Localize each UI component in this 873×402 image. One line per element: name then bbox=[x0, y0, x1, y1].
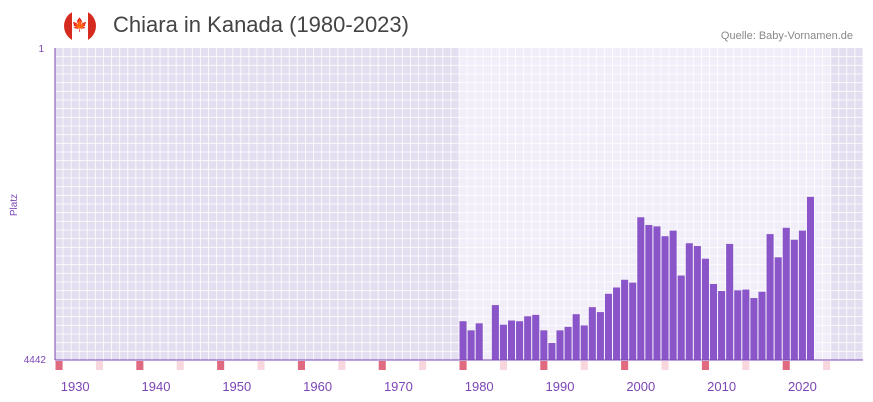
x-tick-label: 1930 bbox=[61, 379, 90, 394]
bar-2018[interactable] bbox=[782, 227, 790, 360]
bar-1994[interactable] bbox=[588, 307, 596, 360]
x-tick-label: 1990 bbox=[546, 379, 575, 394]
bar-2001[interactable] bbox=[645, 224, 653, 360]
half-decade-marker bbox=[661, 361, 669, 370]
bar-2020[interactable] bbox=[798, 230, 806, 360]
bar-1982[interactable] bbox=[491, 305, 499, 360]
bar-2002[interactable] bbox=[653, 226, 661, 360]
bar-1992[interactable] bbox=[572, 314, 580, 360]
bar-2008[interactable] bbox=[701, 258, 709, 360]
half-decade-marker bbox=[499, 361, 507, 370]
half-decade-marker bbox=[338, 361, 346, 370]
y-tick-label-bottom: 4442 bbox=[24, 355, 47, 366]
decade-marker bbox=[540, 361, 548, 370]
bar-1993[interactable] bbox=[580, 325, 588, 360]
bar-2005[interactable] bbox=[677, 275, 685, 360]
bar-1983[interactable] bbox=[499, 324, 507, 360]
decade-marker bbox=[136, 361, 144, 370]
x-tick-label: 2020 bbox=[788, 379, 817, 394]
bar-2017[interactable] bbox=[774, 257, 782, 360]
canada-flag-icon: 🍁 bbox=[64, 10, 96, 42]
bar-2011[interactable] bbox=[726, 243, 734, 360]
decade-marker bbox=[701, 361, 709, 370]
bar-1998[interactable] bbox=[621, 279, 629, 360]
bar-2009[interactable] bbox=[709, 283, 718, 360]
bar-2012[interactable] bbox=[734, 290, 742, 360]
bar-1986[interactable] bbox=[524, 316, 532, 360]
bar-1980[interactable] bbox=[475, 323, 483, 360]
bar-2004[interactable] bbox=[669, 230, 677, 360]
bar-1997[interactable] bbox=[613, 287, 621, 360]
decade-marker bbox=[621, 361, 629, 370]
bar-2000[interactable] bbox=[637, 217, 645, 360]
bar-2016[interactable] bbox=[766, 234, 774, 360]
bar-1979[interactable] bbox=[467, 330, 475, 360]
x-tick-label: 2000 bbox=[626, 379, 655, 394]
bar-2013[interactable] bbox=[742, 289, 750, 360]
x-tick-label: 1970 bbox=[384, 379, 413, 394]
x-tick-label: 1960 bbox=[303, 379, 332, 394]
chart-title: Chiara in Kanada (1980-2023) bbox=[113, 12, 409, 37]
x-tick-label: 1940 bbox=[142, 379, 171, 394]
bar-1978[interactable] bbox=[459, 321, 467, 360]
bar-2007[interactable] bbox=[693, 246, 701, 360]
bar-1995[interactable] bbox=[596, 312, 604, 360]
bar-2003[interactable] bbox=[661, 236, 669, 360]
bar-1990[interactable] bbox=[556, 330, 564, 360]
decade-marker bbox=[55, 361, 63, 370]
half-decade-marker bbox=[95, 361, 103, 370]
bar-1999[interactable] bbox=[629, 282, 637, 360]
x-tick-label: 1950 bbox=[222, 379, 251, 394]
decade-marker bbox=[217, 361, 225, 370]
x-tick-label: 2010 bbox=[707, 379, 736, 394]
chart-header: 🍁 Chiara in Kanada (1980-2023) Quelle: B… bbox=[0, 0, 873, 48]
bar-2021[interactable] bbox=[806, 196, 815, 360]
bar-2015[interactable] bbox=[758, 291, 766, 360]
decade-marker bbox=[459, 361, 467, 370]
bar-2010[interactable] bbox=[718, 291, 726, 360]
decade-marker bbox=[378, 361, 386, 370]
half-decade-marker bbox=[257, 361, 265, 370]
bar-1991[interactable] bbox=[564, 326, 572, 360]
half-decade-marker bbox=[580, 361, 588, 370]
half-decade-marker bbox=[823, 361, 831, 370]
bar-1989[interactable] bbox=[548, 342, 556, 360]
bar-2019[interactable] bbox=[790, 239, 798, 360]
bar-1988[interactable] bbox=[540, 330, 548, 360]
bar-1987[interactable] bbox=[532, 314, 540, 360]
x-tick-label: 1980 bbox=[465, 379, 494, 394]
y-axis-label: Platz bbox=[9, 194, 20, 216]
bar-1996[interactable] bbox=[604, 293, 613, 360]
half-decade-marker bbox=[176, 361, 184, 370]
bar-1984[interactable] bbox=[507, 320, 516, 360]
bar-2014[interactable] bbox=[750, 298, 758, 360]
half-decade-marker bbox=[742, 361, 750, 370]
source-label[interactable]: Quelle: Baby-Vornamen.de bbox=[720, 30, 853, 42]
bar-2006[interactable] bbox=[685, 243, 693, 360]
y-tick-label-top: 1 bbox=[38, 44, 44, 55]
half-decade-marker bbox=[419, 361, 427, 370]
decade-marker bbox=[297, 361, 305, 370]
bar-1985[interactable] bbox=[516, 321, 524, 360]
decade-marker bbox=[782, 361, 790, 370]
